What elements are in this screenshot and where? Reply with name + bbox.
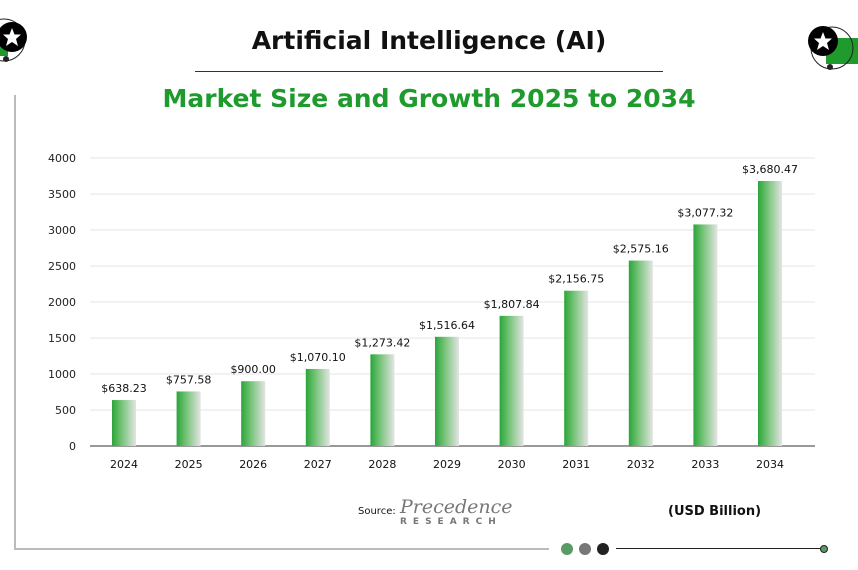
y-tick-label: 0 <box>69 440 76 453</box>
page-title: Artificial Intelligence (AI) <box>251 26 607 55</box>
data-label: $900.00 <box>230 363 276 376</box>
bar-2030 <box>499 315 524 446</box>
logo-subtext: RESEARCH <box>400 517 502 527</box>
decor-line <box>616 548 822 549</box>
x-tick-label: 2031 <box>562 458 590 471</box>
data-label: $3,680.47 <box>742 163 798 176</box>
y-tick-label: 1000 <box>48 368 76 381</box>
y-tick-label: 500 <box>55 404 76 417</box>
bar-2031 <box>564 290 589 446</box>
data-label: $2,575.16 <box>613 243 669 256</box>
bar-2032 <box>628 260 653 446</box>
bar-2024 <box>112 400 136 446</box>
source-label: Source: <box>358 506 396 517</box>
data-label: $1,516.64 <box>419 319 475 332</box>
data-label: $757.58 <box>166 373 212 386</box>
decor-end-dot <box>820 545 828 553</box>
bar-2033 <box>693 224 718 446</box>
x-tick-label: 2034 <box>756 458 784 471</box>
bar-2027 <box>305 368 330 446</box>
frame-left-line <box>14 95 16 548</box>
decor-dot-black <box>597 543 609 555</box>
bar-2025 <box>176 391 201 446</box>
bar-2026 <box>241 381 266 446</box>
x-tick-label: 2030 <box>498 458 526 471</box>
logo-text: Precedence <box>400 496 513 518</box>
y-tick-label: 2500 <box>48 260 76 273</box>
bar-2034 <box>758 181 782 446</box>
data-label: $1,070.10 <box>290 351 346 364</box>
chart-subtitle: Market Size and Growth 2025 to 2034 <box>162 84 696 113</box>
y-tick-label: 1500 <box>48 332 76 345</box>
x-tick-label: 2033 <box>691 458 719 471</box>
data-label: $3,077.32 <box>677 206 733 219</box>
y-tick-label: 3000 <box>48 224 76 237</box>
badge-right <box>808 26 858 70</box>
data-label: $1,807.84 <box>484 298 540 311</box>
star-icon <box>3 28 21 46</box>
x-tick-label: 2026 <box>239 458 267 471</box>
x-tick-label: 2029 <box>433 458 461 471</box>
x-tick-label: 2027 <box>304 458 332 471</box>
data-label: $1,273.42 <box>354 336 410 349</box>
bar-2029 <box>435 336 459 446</box>
y-tick-label: 2000 <box>48 296 76 309</box>
x-tick-label: 2024 <box>110 458 138 471</box>
data-label: $2,156.75 <box>548 273 604 286</box>
star-icon <box>814 32 832 50</box>
title-divider <box>195 71 663 72</box>
y-tick-label: 3500 <box>48 188 76 201</box>
y-tick-label: 4000 <box>48 152 76 165</box>
badge-left <box>0 18 27 62</box>
x-tick-label: 2032 <box>627 458 655 471</box>
x-tick-label: 2025 <box>175 458 203 471</box>
precedence-logo: Precedence RESEARCH <box>400 497 513 527</box>
decor-dot-green <box>561 543 573 555</box>
frame-bottom-line <box>14 548 549 550</box>
unit-label: (USD Billion) <box>668 504 762 519</box>
bar-chart: 0 500 1000 1500 2000 2500 3000 3500 4000 $638.23 2… <box>48 152 815 471</box>
data-label: $638.23 <box>101 382 147 395</box>
decor-dot-grey <box>579 543 591 555</box>
bar-2028 <box>370 354 395 446</box>
x-tick-label: 2028 <box>368 458 396 471</box>
